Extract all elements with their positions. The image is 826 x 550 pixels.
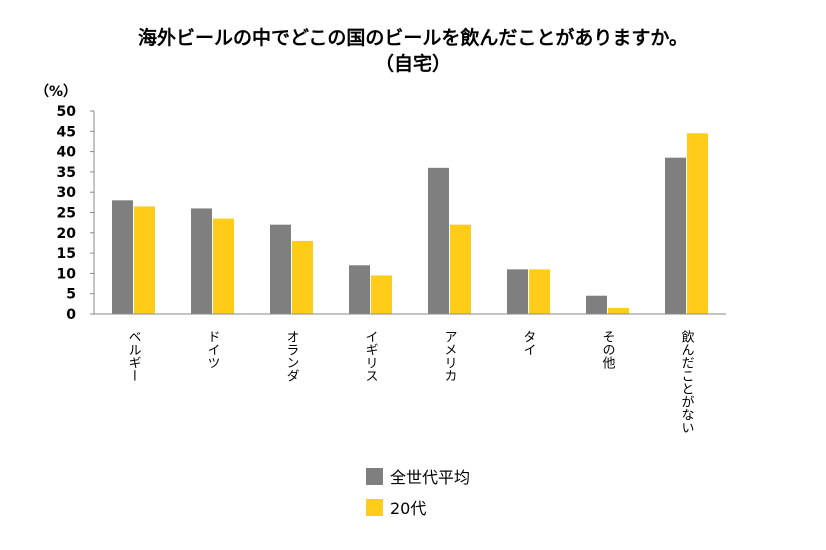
legend-swatch [366, 499, 383, 516]
bar-twenties-4 [450, 224, 471, 314]
bar-all-ages-4 [428, 167, 449, 314]
legend-label: 全世代平均 [390, 468, 470, 487]
bar-twenties-5 [529, 269, 550, 314]
y-tick-label: 0 [66, 307, 76, 323]
legend-swatch [366, 468, 383, 485]
bar-all-ages-0 [112, 200, 133, 314]
y-axis-label: （%） [35, 84, 77, 100]
category-label: 飲んだことがない [679, 329, 695, 434]
chart-subtitle: （自宅） [375, 52, 451, 75]
category-label: タイ [521, 330, 536, 356]
bar-twenties-0 [134, 206, 155, 314]
bar-twenties-3 [371, 275, 392, 314]
bar-all-ages-5 [507, 269, 528, 314]
bar-twenties-7 [687, 133, 708, 314]
y-tick-label: 5 [66, 287, 76, 303]
category-labels: ベルギー ドイツ オランダ イギリス アメリカ タイ その他 飲んだことがない [126, 329, 695, 434]
bar-twenties-1 [213, 218, 234, 314]
bar-twenties-2 [292, 240, 313, 314]
legend-label: 20代 [390, 499, 426, 518]
bar-twenties-6 [608, 307, 629, 314]
category-label: オランダ [284, 330, 299, 382]
category-label: ベルギー [126, 330, 142, 382]
y-tick-label: 45 [57, 124, 76, 140]
bar-all-ages-7 [665, 157, 686, 314]
bars-group [112, 133, 708, 314]
category-label: ドイツ [205, 330, 220, 369]
y-tick-label: 10 [57, 266, 77, 282]
legend: 全世代平均 20代 [366, 468, 470, 518]
chart-title: 海外ビールの中でどこの国のビールを飲んだことがありますか。 [138, 26, 688, 49]
category-label: イギリス [363, 330, 378, 382]
y-tick-label: 40 [57, 145, 77, 161]
y-axis-ticks: 0 5 10 15 20 25 30 35 40 45 50 [57, 104, 94, 323]
y-tick-label: 25 [57, 206, 76, 222]
y-tick-label: 30 [57, 185, 77, 201]
y-tick-label: 50 [57, 104, 77, 120]
bar-all-ages-6 [586, 295, 607, 314]
y-tick-label: 35 [57, 165, 76, 181]
bar-all-ages-3 [349, 265, 370, 314]
y-tick-label: 20 [57, 226, 77, 242]
bar-all-ages-2 [270, 224, 291, 314]
y-tick-label: 15 [57, 246, 76, 262]
bar-all-ages-1 [191, 208, 212, 314]
category-label: その他 [600, 330, 616, 370]
category-label: アメリカ [442, 330, 457, 382]
